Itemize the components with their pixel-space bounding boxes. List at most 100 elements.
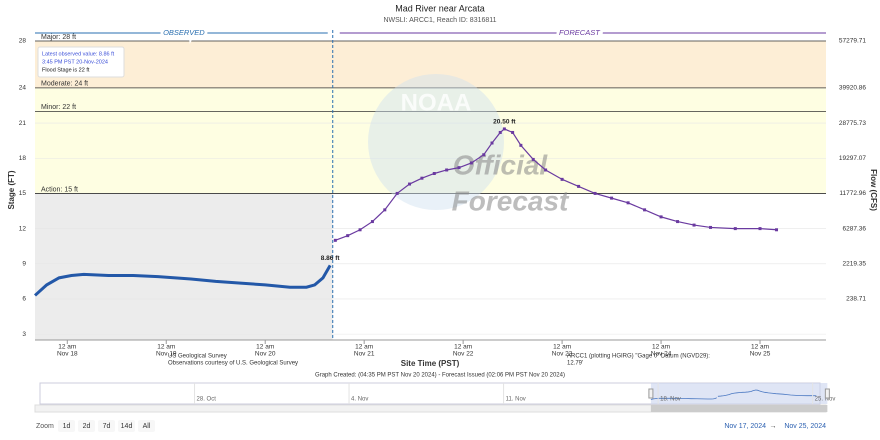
forecast-point (445, 168, 449, 172)
x-tick-label: 12 am (553, 344, 571, 351)
watermark-forecast: Forecast (452, 185, 570, 216)
forecast-point (432, 171, 436, 175)
footer-created: Graph Created: (04:35 PM PST Nov 20 2024… (315, 373, 565, 379)
x-tick-label: Nov 20 (255, 351, 276, 358)
x-tick-label: Nov 23 (552, 351, 573, 358)
x-tick-label: 12 am (751, 344, 769, 351)
y2-tick-label: 2219.35 (843, 261, 867, 268)
x-tick-label: 12 am (454, 344, 472, 351)
info-line: 3:45 PM PST 20-Nov-2024 (42, 59, 108, 65)
x-tick-label: 12 am (652, 344, 670, 351)
x-tick-label: 12 am (157, 344, 175, 351)
navigator-tick-label: 4. Nov (351, 397, 368, 403)
range-start[interactable]: Nov 17, 2024 (724, 423, 766, 430)
navigator-tick-label: 11. Nov (506, 397, 526, 403)
y2-tick-label: 19297.07 (839, 155, 866, 162)
forecast-point (577, 184, 581, 188)
scrollbar-thumb[interactable] (650, 405, 828, 412)
forecast-point (482, 153, 486, 157)
forecast-point (502, 127, 506, 131)
threshold-label: Minor: 22 ft (41, 104, 76, 111)
zoom-button-label[interactable]: 7d (103, 423, 111, 430)
navigator-tick-label: 25. Nov (815, 397, 836, 403)
x-tick-label: 12 am (355, 344, 373, 351)
y-tick-label: 3 (22, 331, 26, 338)
value-label: 8.86 ft (321, 255, 341, 262)
forecast-point (358, 228, 362, 232)
navigator-handle[interactable] (824, 388, 830, 399)
y-tick-label: 9 (22, 261, 26, 268)
forecast-point (519, 143, 523, 147)
y2-tick-label: 6287.36 (843, 225, 867, 232)
forecast-point (709, 225, 713, 229)
forecast-point (457, 166, 461, 170)
threshold-label: Moderate: 24 ft (41, 81, 88, 88)
chart-title: Mad River near Arcata (395, 3, 485, 13)
observed-line (33, 264, 332, 297)
forecast-point (758, 227, 762, 231)
forecast-point (775, 228, 779, 232)
forecast-point (544, 168, 548, 172)
forecast-point (383, 208, 387, 212)
info-line: Latest observed value: 8.86 ft (42, 51, 115, 57)
threshold-label: Action: 15 ft (41, 186, 78, 193)
threshold-band (35, 87, 826, 194)
info-line: Flood Stage is 22 ft (42, 67, 90, 73)
range-end[interactable]: Nov 25, 2024 (784, 423, 826, 430)
forecast-point (333, 238, 337, 242)
x-tick-label: 12 am (256, 344, 274, 351)
forecast-point (370, 220, 374, 224)
x-tick-label: Nov 24 (651, 351, 672, 358)
y-tick-label: 24 (19, 85, 27, 92)
forecast-point (659, 215, 663, 219)
zoom-button-label[interactable]: All (143, 423, 151, 430)
forecast-point (643, 208, 647, 212)
zoom-button[interactable] (138, 420, 155, 432)
forecast-point (593, 191, 597, 195)
forecast-point (676, 220, 680, 224)
y2-tick-label: 28775.73 (839, 120, 866, 127)
zoom-button-label[interactable]: 1d (63, 423, 71, 430)
forecast-point (408, 182, 412, 186)
forecast-point (395, 191, 399, 195)
x-tick-label: Nov 25 (750, 351, 771, 358)
y2-tick-label: 11772.96 (839, 190, 866, 197)
threshold-label: Major: 28 ft (41, 34, 76, 41)
forecast-point (560, 177, 564, 181)
x-tick-label: 12 am (58, 344, 76, 351)
forecast-point (531, 157, 535, 161)
zoom-button[interactable] (118, 420, 135, 432)
x-tick-label: Nov 21 (354, 351, 375, 358)
y-tick-label: 28 (19, 38, 27, 45)
x-axis-title: Site Time (PST) (401, 359, 460, 368)
forecast-point (610, 196, 614, 200)
zoom-button-label[interactable]: 2d (83, 423, 91, 430)
y-tick-label: 15 (19, 190, 27, 197)
y-tick-label: 12 (19, 225, 27, 232)
y-tick-label: 6 (22, 296, 26, 303)
watermark-official: Official (453, 149, 549, 180)
observed-header: OBSERVED (163, 28, 205, 37)
zoom-button[interactable] (58, 420, 75, 432)
forecast-point (511, 130, 515, 134)
zoom-button-label[interactable]: 14d (121, 423, 133, 430)
navigator-line (717, 389, 817, 397)
zoom-button[interactable] (98, 420, 115, 432)
y2-tick-label: 238.71 (846, 296, 866, 303)
footer-source: Observations courtesy of U.S. Geological… (168, 361, 298, 367)
zoom-button[interactable] (78, 420, 95, 432)
below-action-band (35, 193, 333, 340)
forecast-header: FORECAST (559, 28, 601, 37)
forecast-point (420, 176, 424, 180)
forecast-point (346, 234, 350, 238)
y-axis-title: Stage (FT) (7, 170, 16, 209)
info-box (37, 46, 125, 78)
y-tick-label: 18 (19, 155, 27, 162)
forecast-point (469, 161, 473, 165)
navigator-tick-label: 18. Nov (660, 397, 681, 403)
y2-tick-label: 57279.71 (839, 38, 866, 45)
x-tick-label: Nov 22 (453, 351, 474, 358)
y-tick-label: 21 (19, 120, 27, 127)
chart-subtitle: NWSLI: ARCC1, Reach ID: 8316811 (383, 17, 496, 24)
navigator-handle[interactable] (648, 388, 654, 399)
